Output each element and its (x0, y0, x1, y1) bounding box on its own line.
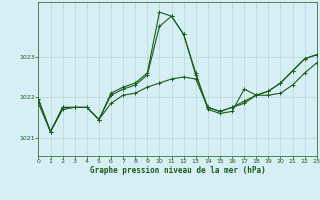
X-axis label: Graphe pression niveau de la mer (hPa): Graphe pression niveau de la mer (hPa) (90, 166, 266, 175)
